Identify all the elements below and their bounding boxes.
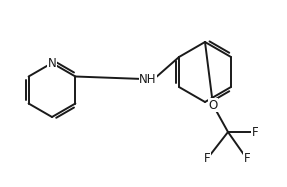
Text: F: F	[204, 153, 210, 165]
Text: NH: NH	[139, 73, 157, 85]
Text: F: F	[252, 125, 258, 139]
Text: O: O	[208, 99, 218, 111]
Text: F: F	[244, 153, 250, 165]
Text: N: N	[48, 56, 56, 70]
